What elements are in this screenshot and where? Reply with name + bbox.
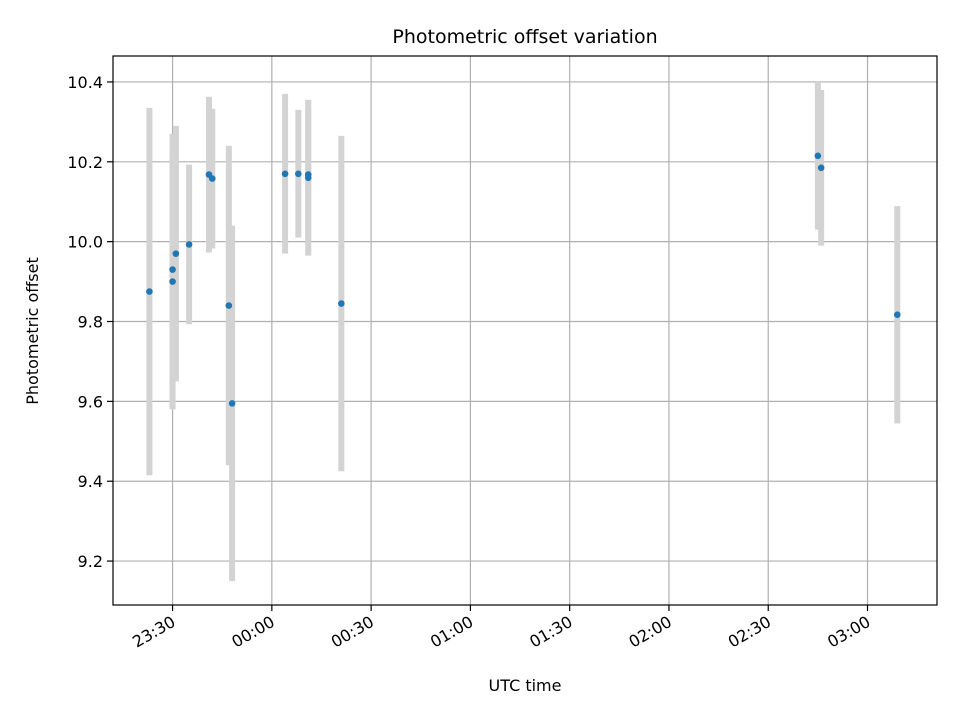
data-point bbox=[172, 250, 180, 257]
data-point bbox=[814, 152, 822, 160]
data-point bbox=[304, 171, 312, 178]
error-bars bbox=[146, 81, 901, 582]
y-axis-label: Photometric offset bbox=[23, 257, 42, 405]
data-points bbox=[146, 152, 901, 407]
y-tick-label: 10.2 bbox=[67, 153, 103, 172]
x-tick-label: 01:00 bbox=[427, 612, 476, 652]
y-tick-label: 9.6 bbox=[78, 392, 103, 411]
data-point bbox=[169, 278, 176, 285]
x-axis-ticks: 23:30 00:00 00:30 01:00 01:30 02:00 02:30 03:00 bbox=[129, 605, 874, 652]
data-point bbox=[228, 400, 236, 407]
y-tick-label: 10.4 bbox=[67, 73, 103, 92]
data-point bbox=[169, 266, 176, 273]
y-tick-label: 9.4 bbox=[78, 472, 103, 491]
x-tick-label: 00:00 bbox=[228, 612, 277, 652]
data-point bbox=[208, 175, 216, 182]
y-tick-label: 9.2 bbox=[78, 552, 103, 571]
data-point bbox=[338, 300, 345, 307]
x-tick-label: 02:00 bbox=[626, 612, 675, 652]
data-point bbox=[146, 288, 153, 295]
data-point bbox=[225, 302, 233, 309]
x-axis-label: UTC time bbox=[489, 676, 562, 695]
y-axis-ticks: 9.2 9.4 9.6 9.8 10.0 10.2 10.4 bbox=[67, 73, 113, 571]
y-tick-label: 9.8 bbox=[78, 313, 103, 332]
x-tick-label: 00:30 bbox=[328, 612, 377, 652]
plot-area-frame bbox=[112, 55, 938, 606]
x-tick-label: 01:30 bbox=[526, 612, 575, 652]
data-point bbox=[295, 170, 302, 178]
grid-lines bbox=[113, 56, 937, 605]
x-tick-label: 23:30 bbox=[129, 612, 178, 652]
data-point bbox=[185, 241, 193, 248]
chart-title: Photometric offset variation bbox=[392, 26, 657, 48]
x-tick-label: 02:30 bbox=[725, 612, 774, 652]
data-point bbox=[281, 170, 289, 178]
data-point bbox=[817, 164, 825, 172]
data-point bbox=[893, 311, 901, 319]
x-tick-label: 03:00 bbox=[824, 612, 873, 652]
y-tick-label: 10.0 bbox=[67, 233, 103, 252]
